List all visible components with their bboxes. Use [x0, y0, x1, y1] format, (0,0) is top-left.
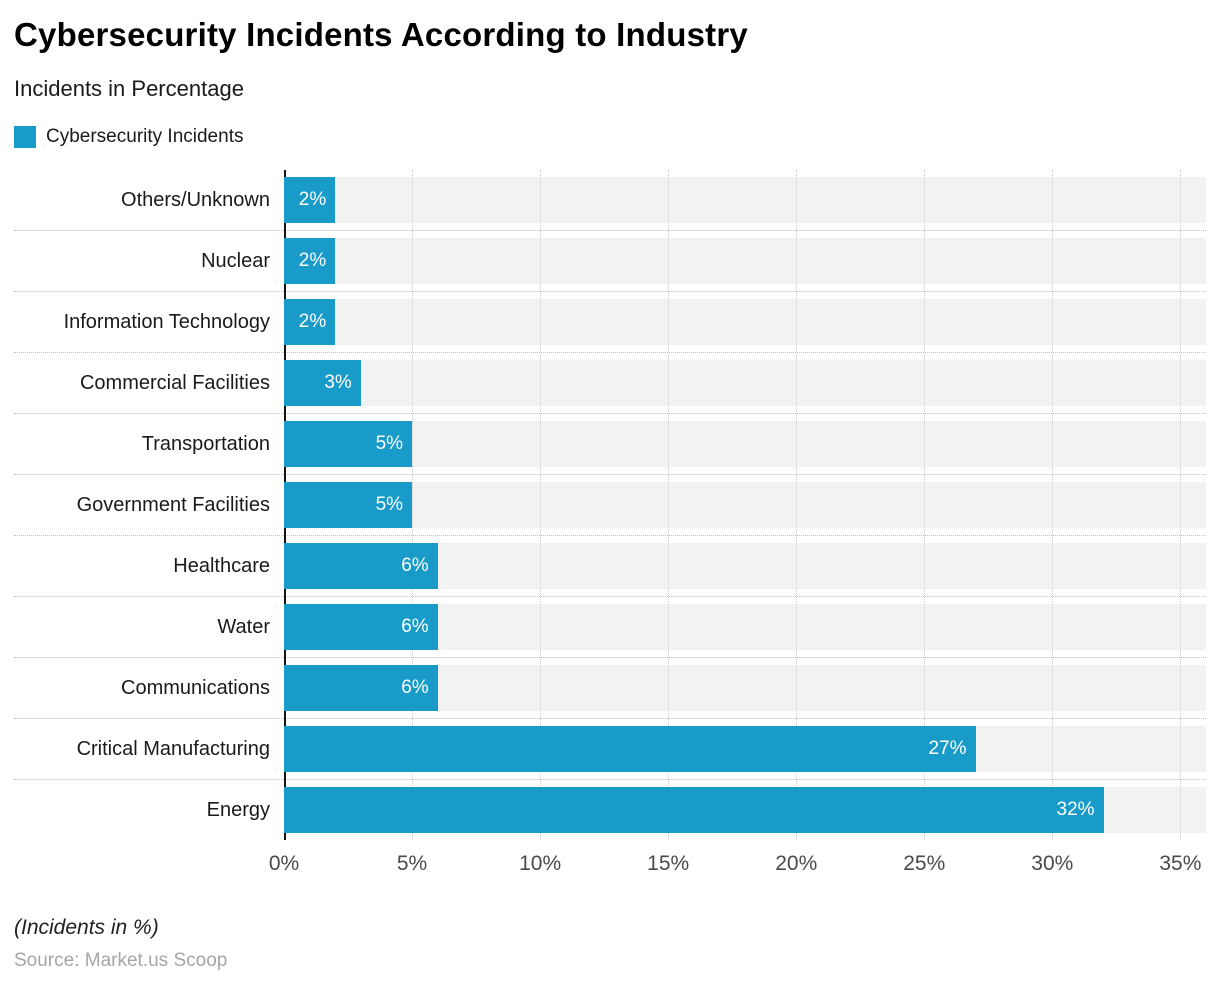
category-label: Water	[217, 615, 270, 638]
row-band: 27%	[284, 726, 1206, 772]
category-label: Transportation	[141, 432, 270, 455]
x-axis-tick-label: 35%	[1159, 852, 1202, 875]
bar-value-label: 32%	[1056, 799, 1095, 820]
chart-row: Nuclear 2%	[14, 231, 1206, 292]
bar-value-label: 27%	[928, 738, 967, 759]
row-band: 2%	[284, 299, 1206, 345]
chart-title: Cybersecurity Incidents According to Ind…	[14, 16, 748, 53]
category-label: Nuclear	[201, 249, 270, 272]
category-label: Healthcare	[173, 554, 270, 577]
bar: 32%	[284, 787, 1104, 833]
footer-note: (Incidents in %)	[14, 916, 159, 939]
bar: 3%	[284, 360, 361, 406]
bar-value-label: 6%	[401, 616, 429, 637]
bar-value-label: 2%	[298, 189, 327, 210]
bar-value-label: 2%	[298, 250, 327, 271]
category-label: Communications	[121, 676, 270, 699]
bar: 2%	[284, 299, 336, 345]
category-label: Others/Unknown	[121, 188, 270, 211]
x-axis-tick-label: 15%	[647, 852, 690, 875]
row-band: 5%	[284, 421, 1206, 467]
row-band: 32%	[284, 787, 1206, 833]
x-axis-tick-label: 20%	[775, 852, 818, 875]
chart-row: Government Facilities 5%	[14, 475, 1206, 536]
row-band: 6%	[284, 665, 1206, 711]
footer-source: Source: Market.us Scoop	[14, 950, 228, 971]
row-band: 6%	[284, 604, 1206, 650]
row-band: 2%	[284, 238, 1206, 284]
chart-row: Others/Unknown 2%	[14, 170, 1206, 231]
footer: (Incidents in %) Source: Market.us Scoop	[0, 916, 1220, 972]
category-label: Energy	[206, 798, 270, 821]
x-axis: 0% 5% 10% 15% 20% 25% 30% 35%	[14, 840, 1206, 884]
x-axis-tick-label: 10%	[519, 852, 562, 875]
legend-swatch-icon	[14, 126, 36, 148]
x-axis-tick-label: 0%	[268, 852, 300, 875]
chart-row: Information Technology 2%	[14, 292, 1206, 353]
chart-row: Commercial Facilities 3%	[14, 353, 1206, 414]
category-label: Critical Manufacturing	[76, 737, 270, 760]
x-axis-tick-label: 5%	[396, 852, 428, 875]
chart-row: Water 6%	[14, 597, 1206, 658]
x-axis-tick-label: 25%	[903, 852, 946, 875]
row-band: 5%	[284, 482, 1206, 528]
bar-chart: Others/Unknown 2% Nuclear 2% Information Tec…	[14, 170, 1206, 884]
bar: 5%	[284, 421, 413, 467]
chart-row: Communications 6%	[14, 658, 1206, 719]
bar-value-label: 5%	[375, 494, 404, 515]
row-band: 3%	[284, 360, 1206, 406]
bar: 5%	[284, 482, 413, 528]
chart-rows: Others/Unknown 2% Nuclear 2% Information Tec…	[14, 170, 1206, 840]
chart-row: Energy 32%	[14, 780, 1206, 840]
bar: 6%	[284, 604, 438, 650]
row-band: 6%	[284, 543, 1206, 589]
legend-label: Cybersecurity Incidents	[46, 126, 244, 147]
row-band: 2%	[284, 177, 1206, 223]
category-label: Government Facilities	[76, 493, 270, 516]
chart-row: Transportation 5%	[14, 414, 1206, 475]
bar-value-label: 6%	[401, 555, 429, 576]
bar: 6%	[284, 665, 438, 711]
bar-value-label: 5%	[375, 433, 404, 454]
legend: Cybersecurity Incidents	[14, 126, 1206, 148]
category-label: Commercial Facilities	[79, 371, 270, 394]
bar: 27%	[284, 726, 976, 772]
bar-value-label: 6%	[401, 677, 429, 698]
x-axis-tick-label: 30%	[1031, 852, 1074, 875]
category-label: Information Technology	[63, 310, 270, 333]
chart-subtitle: Incidents in Percentage	[14, 76, 244, 101]
bar: 2%	[284, 177, 336, 223]
chart-row: Critical Manufacturing 27%	[14, 719, 1206, 780]
chart-row: Healthcare 6%	[14, 536, 1206, 597]
bar: 2%	[284, 238, 336, 284]
page: Cybersecurity Incidents According to Ind…	[14, 16, 1206, 884]
bar-value-label: 2%	[298, 311, 327, 332]
bar: 6%	[284, 543, 438, 589]
bar-value-label: 3%	[324, 372, 352, 393]
